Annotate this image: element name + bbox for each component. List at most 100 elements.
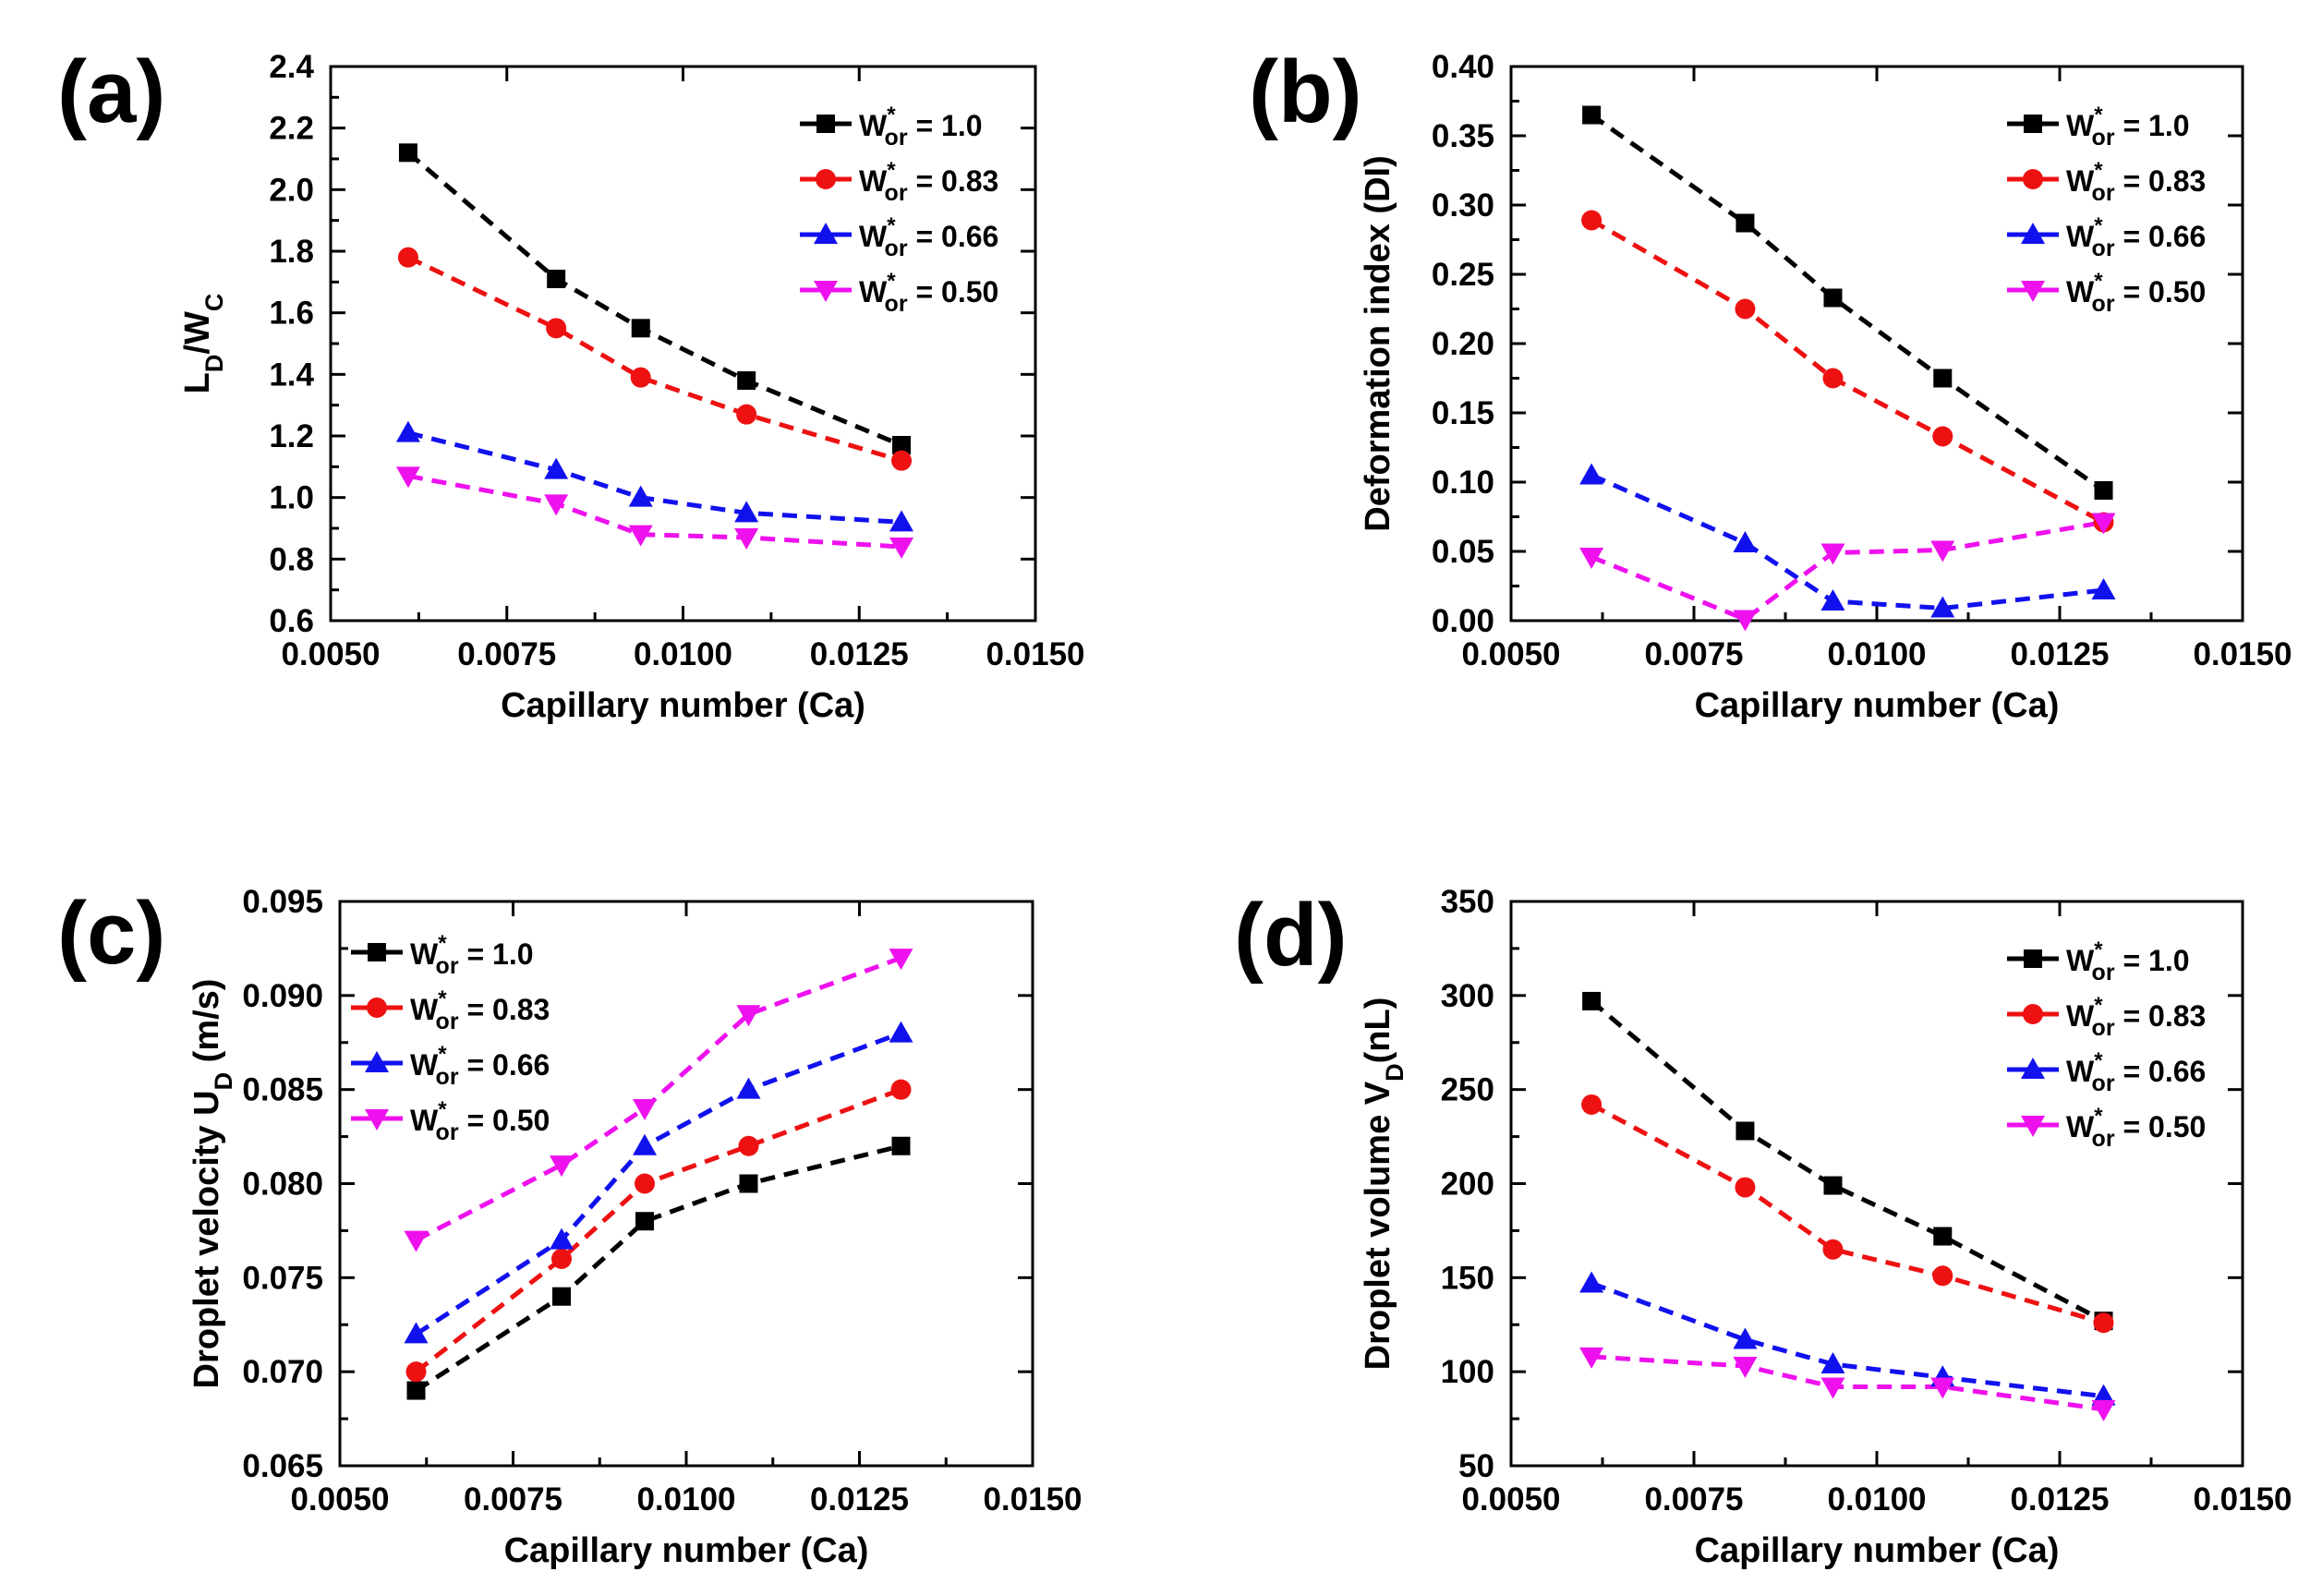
series-line-w-1.0	[415, 1143, 902, 1393]
series-line-w-1.0	[1590, 999, 2105, 1324]
legend: W* or = 1.0 W* or = 0.83 W* or = 0.66 W* or = 0…	[800, 103, 998, 317]
panel-label: (d)	[1234, 886, 1348, 985]
y-tick-label: 1.2	[269, 418, 314, 454]
point-w-0.66	[550, 1227, 574, 1250]
legend-entry-w-0.83: W* or = 0.83	[2066, 993, 2206, 1041]
legend-entry-w-0.50: W* or = 0.50	[410, 1097, 550, 1145]
point-w-0.83	[891, 450, 913, 471]
point-w-0.83	[635, 1173, 655, 1194]
y-axis-label: LD/WC	[178, 294, 228, 394]
point-w-0.83	[2093, 1312, 2114, 1334]
legend-entry-w-0.66: W* or = 0.66	[410, 1042, 550, 1090]
x-axis-label: Capillary number (Ca)	[504, 1531, 869, 1570]
y-tick-label: 0.30	[1432, 187, 1494, 224]
legend-entry-w-0.50: W* or = 0.50	[859, 269, 998, 317]
point-w-0.50	[550, 1155, 574, 1178]
plot-frame	[1509, 65, 2244, 623]
panel-label: (a)	[57, 42, 165, 141]
y-tick-label: 300	[1441, 978, 1494, 1014]
legend-entry-w-0.66: W* or = 0.66	[2066, 1048, 2206, 1096]
legend-entry-w-1.0: W* or = 1.0	[2066, 103, 2190, 151]
point-w-0.50	[1930, 540, 1955, 562]
point-w-0.50	[395, 466, 420, 489]
point-w-0.50	[2091, 513, 2116, 535]
series-line-w-0.50	[1590, 520, 2104, 623]
x-tick-label: 0.0150	[986, 636, 1084, 672]
point-w-0.50	[544, 494, 569, 516]
y-tick-label: 1.6	[269, 296, 314, 332]
legend-entry-w-0.83: W* or = 0.83	[859, 158, 998, 206]
point-w-0.66	[736, 1077, 761, 1099]
x-tick-label: 0.0150	[983, 1481, 1082, 1517]
y-tick-label: 200	[1441, 1167, 1494, 1203]
series-line-w-1.0	[1590, 113, 2105, 493]
point-w-0.83	[738, 1135, 759, 1156]
point-w-0.83	[1735, 1177, 1756, 1198]
point-w-0.66	[889, 1021, 913, 1043]
legend-marker-w-0.83	[816, 169, 836, 189]
point-w-0.83	[1581, 1094, 1602, 1115]
x-tick-label: 0.0100	[1827, 1481, 1926, 1517]
point-w-0.83	[736, 404, 757, 425]
point-w-0.66	[633, 1133, 657, 1155]
x-tick-label: 0.0100	[634, 636, 732, 672]
point-w-0.50	[736, 1005, 761, 1027]
point-w-0.50	[1733, 610, 1758, 632]
point-w-1.0	[1933, 1227, 1953, 1246]
x-tick-label: 0.0075	[464, 1481, 562, 1517]
legend-marker-w-0.66	[814, 223, 838, 244]
point-w-0.50	[1579, 1347, 1604, 1369]
x-tick-label: 0.0050	[290, 1481, 389, 1517]
legend-entry-w-0.50: W* or = 0.50	[2066, 1104, 2206, 1152]
point-w-0.66	[1733, 1327, 1758, 1349]
point-w-0.50	[628, 525, 653, 547]
y-tick-label: 0.095	[242, 884, 323, 920]
point-w-0.50	[889, 538, 914, 559]
x-tick-label: 0.0125	[810, 636, 909, 672]
x-tick-label: 0.0100	[636, 1481, 735, 1517]
point-w-0.50	[2091, 1399, 2116, 1421]
point-w-0.66	[889, 510, 914, 532]
point-w-0.50	[1930, 1377, 1955, 1399]
point-w-1.0	[737, 371, 756, 390]
y-tick-label: 2.4	[269, 49, 314, 85]
x-tick-label: 0.0075	[1644, 1481, 1743, 1517]
point-w-0.83	[551, 1248, 572, 1269]
legend-marker-w-0.50	[2021, 281, 2045, 302]
series-line-w-0.83	[406, 255, 902, 464]
panel-c: (c) 0.0050 0.0075 0.0100 0.0125 0.0150 0.065 0.…	[57, 884, 1082, 1570]
y-tick-label: 0.05	[1432, 534, 1494, 570]
legend-entry-w-1.0: W* or = 1.0	[2066, 937, 2190, 985]
point-w-0.83	[890, 1079, 912, 1100]
point-w-1.0	[892, 436, 912, 454]
point-w-0.50	[1579, 548, 1604, 569]
y-tick-label: 0.25	[1432, 257, 1494, 293]
point-w-0.66	[1733, 531, 1758, 552]
point-w-0.83	[630, 367, 651, 388]
point-w-1.0	[1582, 105, 1602, 125]
point-w-0.83	[397, 247, 418, 268]
point-w-1.0	[891, 1136, 911, 1155]
point-w-0.66	[404, 1322, 429, 1344]
point-w-0.50	[633, 1099, 657, 1121]
point-w-0.50	[1733, 1357, 1758, 1379]
y-tick-label: 250	[1441, 1072, 1494, 1108]
point-w-0.83	[1581, 210, 1602, 231]
y-tick-label: 0.40	[1432, 49, 1494, 85]
point-w-0.83	[1822, 368, 1844, 389]
legend: W* or = 1.0 W* or = 0.83 W* or = 0.66 W* or = 0…	[2007, 937, 2206, 1152]
y-tick-label: 0.10	[1432, 465, 1494, 501]
plot-frame	[1509, 900, 2244, 1468]
y-tick-label: 1.4	[269, 357, 314, 393]
series-line-w-1.0	[406, 151, 902, 448]
point-w-0.83	[546, 318, 567, 339]
x-axis-label: Capillary number (Ca)	[1695, 686, 2060, 725]
x-tick-label: 0.0150	[2193, 1481, 2292, 1517]
y-tick-label: 150	[1441, 1260, 1494, 1296]
point-w-0.66	[1930, 596, 1955, 618]
y-tick-label: 0.080	[242, 1167, 323, 1203]
legend: W* or = 1.0 W* or = 0.83 W* or = 0.66 W* or = 0…	[2007, 103, 2206, 317]
point-w-0.83	[1822, 1239, 1844, 1260]
point-w-0.66	[628, 485, 653, 507]
